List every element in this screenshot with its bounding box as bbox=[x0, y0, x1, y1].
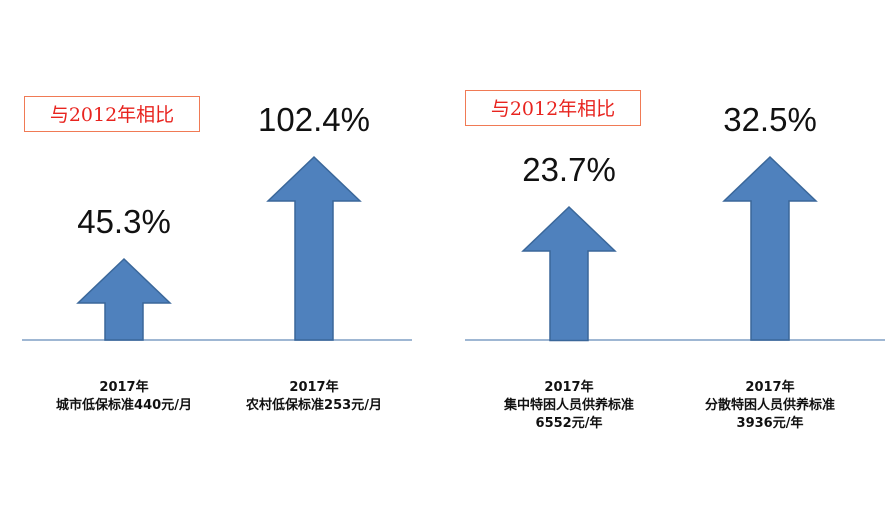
caption-desc: 农村低保标准253元/月 bbox=[246, 398, 382, 413]
chart-panel-left: 与2012年相比 45.3% 102.4% 2017年 城市低保标准440元/月… bbox=[22, 96, 412, 415]
data-label-rural: 102.4% bbox=[258, 101, 370, 138]
chart-panel-right: 与2012年相比 23.7% 32.5% 2017年 集中特困人员供养标准 65… bbox=[445, 0, 890, 505]
bar-arrow-city bbox=[76, 257, 172, 341]
caption-amount: 6552元/年 bbox=[535, 416, 603, 431]
category-label-city: 2017年 城市低保标准440元/月 bbox=[56, 379, 192, 415]
data-label-city: 45.3% bbox=[77, 203, 171, 241]
bar-arrow-shape bbox=[266, 155, 362, 341]
bar-arrow-centralized bbox=[521, 205, 617, 341]
caption-desc: 分散特困人员供养标准 bbox=[704, 398, 836, 413]
caption-year: 2017年 bbox=[745, 380, 795, 395]
data-label-dispersed: 32.5% bbox=[723, 101, 817, 138]
category-label-centralized: 2017年 集中特困人员供养标准 6552元/年 bbox=[504, 379, 634, 433]
data-label-centralized: 23.7% bbox=[522, 150, 616, 188]
bar-arrow-dispersed bbox=[722, 155, 818, 341]
caption-year: 2017年 bbox=[99, 380, 149, 395]
caption-desc: 城市低保标准440元/月 bbox=[56, 398, 192, 413]
compare-label-box: 与2012年相比 bbox=[465, 90, 641, 126]
baseline bbox=[465, 339, 885, 341]
baseline bbox=[22, 339, 412, 341]
bar-arrow-shape bbox=[76, 257, 172, 341]
bar-arrow-rural bbox=[266, 155, 362, 341]
bar-arrow-shape bbox=[722, 155, 818, 341]
caption-desc: 集中特困人员供养标准 bbox=[503, 398, 635, 413]
compare-label-box: 与2012年相比 bbox=[24, 96, 200, 132]
caption-amount: 3936元/年 bbox=[736, 416, 804, 431]
category-label-rural: 2017年 农村低保标准253元/月 bbox=[246, 379, 382, 415]
category-label-dispersed: 2017年 分散特困人员供养标准 3936元/年 bbox=[705, 379, 835, 433]
bar-arrow-shape bbox=[521, 205, 617, 341]
caption-year: 2017年 bbox=[289, 380, 339, 395]
caption-year: 2017年 bbox=[544, 380, 594, 395]
